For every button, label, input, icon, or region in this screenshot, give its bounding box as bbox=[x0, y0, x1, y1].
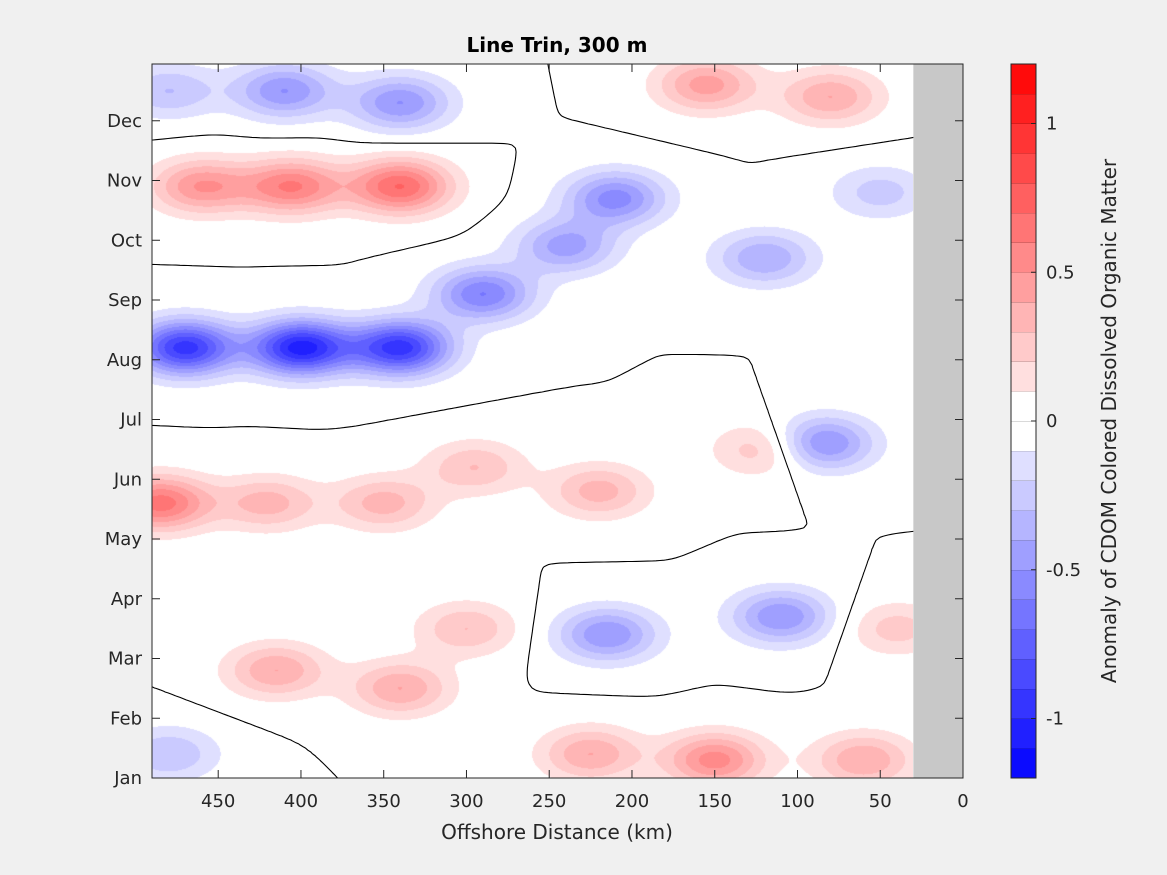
colorbar-level bbox=[1011, 569, 1036, 600]
no-data-region bbox=[913, 64, 963, 778]
x-tick-label: 300 bbox=[449, 791, 483, 812]
y-tick-label: May bbox=[105, 529, 143, 550]
colorbar-level bbox=[1011, 688, 1036, 719]
y-tick-label: Feb bbox=[110, 708, 142, 729]
colorbar-level bbox=[1011, 391, 1036, 422]
colorbar-level bbox=[1011, 421, 1036, 452]
y-tick-label: Mar bbox=[108, 649, 143, 670]
x-tick-label: 150 bbox=[698, 791, 732, 812]
colorbar-tick-label: -0.5 bbox=[1046, 560, 1081, 581]
colorbar-level bbox=[1011, 540, 1036, 571]
y-tick-label: Dec bbox=[107, 111, 142, 132]
y-tick-label: Jun bbox=[113, 469, 142, 490]
colorbar-levels bbox=[1011, 63, 1036, 779]
colorbar-ticks: -1 -0.5 0 0.5 1 bbox=[1031, 114, 1081, 730]
x-axis-label: Offshore Distance (km) bbox=[441, 820, 673, 844]
contour-field bbox=[152, 64, 913, 778]
chart-title: Line Trin, 300 m bbox=[467, 33, 648, 57]
y-tick-label: Oct bbox=[111, 230, 142, 251]
colorbar-level bbox=[1011, 599, 1036, 630]
colorbar-level bbox=[1011, 64, 1036, 95]
colorbar-level bbox=[1011, 93, 1036, 124]
colorbar-level bbox=[1011, 510, 1036, 541]
y-tick-label: Jul bbox=[119, 410, 142, 431]
colorbar-level bbox=[1011, 450, 1036, 481]
colorbar-label: Anomaly of CDOM Colored Dissolved Organi… bbox=[1097, 158, 1121, 683]
y-tick-label: Nov bbox=[107, 171, 142, 192]
colorbar-level bbox=[1011, 123, 1036, 154]
colorbar-level bbox=[1011, 272, 1036, 303]
colorbar-level bbox=[1011, 629, 1036, 660]
y-tick-label: Aug bbox=[107, 350, 142, 371]
colorbar-tick-label: 0.5 bbox=[1046, 262, 1075, 283]
x-axis: 450 400 350 300 250 200 150 100 50 0 bbox=[201, 64, 969, 812]
x-tick-label: 250 bbox=[532, 791, 566, 812]
colorbar-level bbox=[1011, 242, 1036, 273]
colorbar-level bbox=[1011, 748, 1036, 779]
y-tick-label: Jan bbox=[113, 768, 142, 789]
colorbar-level bbox=[1011, 718, 1036, 749]
x-tick-label: 350 bbox=[367, 791, 401, 812]
colorbar-level bbox=[1011, 361, 1036, 392]
x-tick-label: 400 bbox=[284, 791, 318, 812]
x-tick-label: 50 bbox=[869, 791, 892, 812]
colorbar-level bbox=[1011, 212, 1036, 243]
plot-area bbox=[151, 63, 964, 779]
y-tick-label: Apr bbox=[111, 589, 143, 610]
colorbar-level bbox=[1011, 480, 1036, 511]
colorbar-level bbox=[1011, 302, 1036, 333]
colorbar-level bbox=[1011, 659, 1036, 690]
plot-frame bbox=[151, 63, 964, 779]
colorbar-tick-label: 0 bbox=[1046, 411, 1057, 432]
x-tick-label: 0 bbox=[957, 791, 968, 812]
y-axis: Jan Feb Mar Apr May Jun Jul Aug Sep Oct Nov Dec bbox=[105, 111, 963, 789]
colorbar-level bbox=[1011, 331, 1036, 362]
colorbar-level bbox=[1011, 153, 1036, 184]
x-tick-label: 450 bbox=[201, 791, 235, 812]
colorbar-tick-label: -1 bbox=[1046, 709, 1064, 730]
colorbar-level bbox=[1011, 183, 1036, 214]
x-tick-label: 200 bbox=[615, 791, 649, 812]
y-tick-label: Sep bbox=[108, 290, 142, 311]
colorbar-tick-label: 1 bbox=[1046, 114, 1057, 135]
x-tick-label: 100 bbox=[780, 791, 814, 812]
colorbar: -1 -0.5 0 0.5 1 Anomaly of CDOM Colored Diss… bbox=[1010, 63, 1121, 779]
